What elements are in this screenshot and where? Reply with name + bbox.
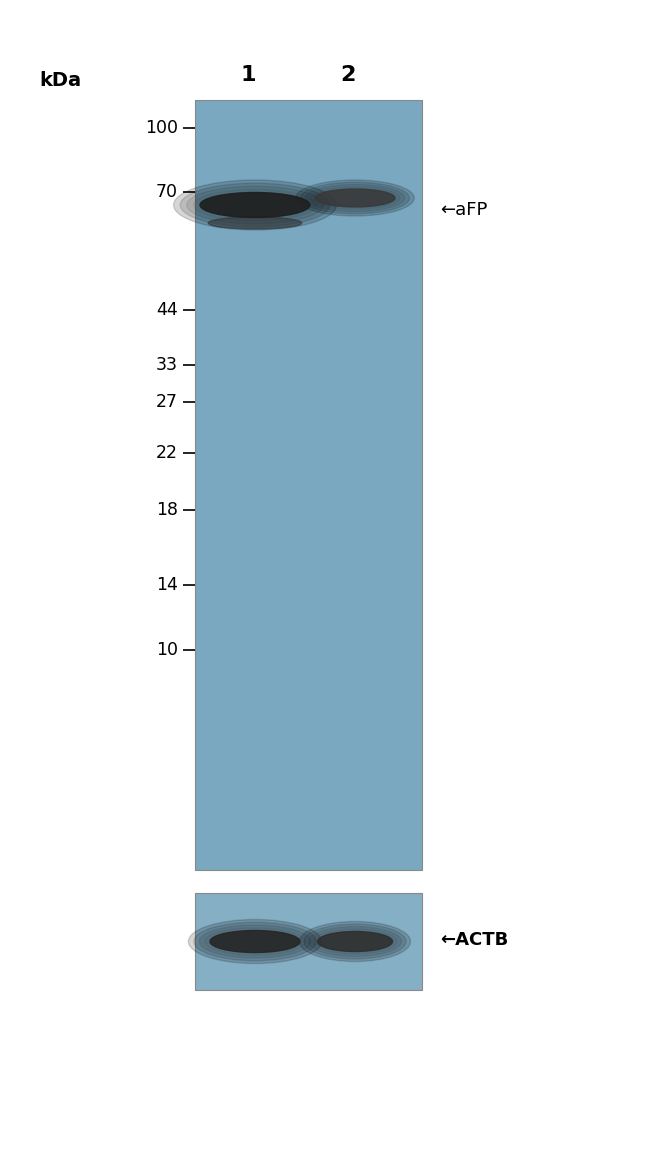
Text: 33: 33	[156, 356, 178, 375]
Text: 18: 18	[156, 501, 178, 519]
Ellipse shape	[309, 926, 402, 956]
Bar	[195, 101, 422, 870]
Ellipse shape	[315, 188, 395, 207]
Text: 14: 14	[156, 576, 178, 594]
Text: 70: 70	[156, 183, 178, 201]
Ellipse shape	[300, 183, 410, 214]
Text: 2: 2	[341, 65, 356, 86]
Ellipse shape	[174, 180, 337, 230]
Text: 27: 27	[156, 393, 178, 412]
Ellipse shape	[296, 180, 414, 216]
Text: 1: 1	[240, 65, 255, 86]
Ellipse shape	[199, 925, 311, 958]
Ellipse shape	[180, 183, 330, 227]
Ellipse shape	[304, 924, 406, 959]
Ellipse shape	[317, 932, 393, 951]
Text: 100: 100	[145, 119, 178, 138]
Text: ←aFP: ←aFP	[440, 201, 488, 218]
Ellipse shape	[200, 193, 310, 217]
Ellipse shape	[194, 922, 316, 961]
Ellipse shape	[210, 931, 300, 953]
Text: kDa: kDa	[39, 71, 81, 89]
Ellipse shape	[188, 919, 322, 963]
Ellipse shape	[208, 217, 302, 229]
Text: 10: 10	[156, 640, 178, 659]
Ellipse shape	[187, 186, 323, 224]
Bar	[195, 892, 422, 990]
Text: 22: 22	[156, 444, 178, 462]
Text: 44: 44	[156, 301, 178, 319]
Text: ←ACTB: ←ACTB	[440, 931, 508, 949]
Ellipse shape	[306, 185, 404, 212]
Ellipse shape	[300, 921, 411, 962]
